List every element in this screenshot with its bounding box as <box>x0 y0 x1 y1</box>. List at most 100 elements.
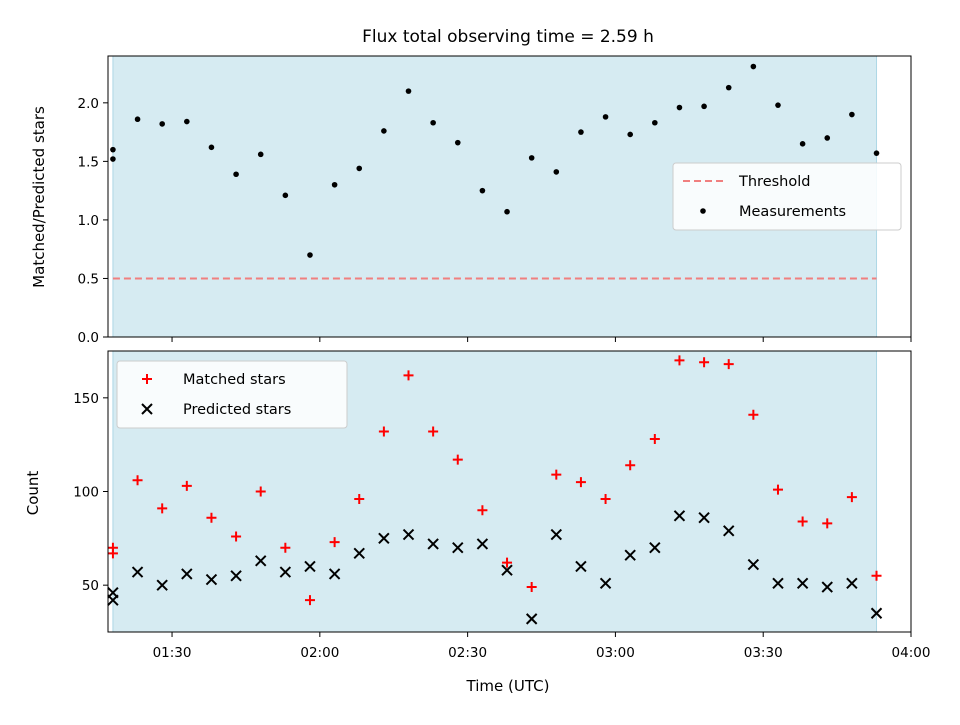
matched-stars-point <box>551 469 562 480</box>
measurement-point <box>134 116 141 123</box>
matched-stars-point <box>428 426 439 437</box>
x-axis-label: Time (UTC) <box>466 677 550 695</box>
measurement-point <box>454 139 461 146</box>
predicted-stars-point <box>723 525 735 537</box>
measurement-point <box>775 102 781 108</box>
legend-box <box>116 360 348 429</box>
measurement-point <box>110 156 116 162</box>
legend-measurement-swatch <box>700 208 706 214</box>
measurement-point <box>528 155 535 161</box>
top-panel: 0.0 0.5 1.0 1.5 2.0 Threshold Measurements <box>78 55 912 346</box>
matched-stars-point <box>157 503 168 514</box>
matched-stars-point <box>107 548 118 559</box>
measurement-point <box>701 103 707 110</box>
predicted-stars-point <box>649 541 661 554</box>
matched-stars-point <box>502 557 513 568</box>
predicted-stars-point <box>525 613 538 625</box>
predicted-stars-point <box>205 573 218 586</box>
measurement-point <box>282 192 289 199</box>
bottom-y-tick-label: 150 <box>73 391 99 407</box>
measurement-point <box>578 129 584 135</box>
predicted-stars-point <box>673 510 686 522</box>
measurement-point <box>257 151 264 158</box>
x-tick-label: 01:30 <box>153 645 192 661</box>
measurement-point <box>208 144 215 151</box>
predicted-stars-point <box>378 532 390 545</box>
predicted-stars-point <box>107 594 119 606</box>
matched-stars-point <box>452 454 463 465</box>
top-legend: Threshold Measurements <box>672 162 902 231</box>
matched-stars-point <box>477 505 488 516</box>
matched-stars-point <box>181 480 192 491</box>
predicted-stars-point <box>230 570 242 582</box>
measurement-point <box>331 181 338 188</box>
bottom-legend: Matched stars Predicted stars <box>116 360 348 429</box>
predicted-stars-point <box>821 581 833 593</box>
x-tick-label: 02:00 <box>300 645 339 661</box>
predicted-stars-point <box>698 512 710 524</box>
matched-stars-point <box>649 434 660 445</box>
measurement-point <box>750 63 757 70</box>
x-tick-label: 03:00 <box>596 645 635 661</box>
matched-stars-point <box>699 357 710 368</box>
predicted-stars-point <box>624 549 636 561</box>
matched-stars-point <box>354 493 365 504</box>
x-tick-label: 03:30 <box>744 645 783 661</box>
measurement-point <box>652 119 658 126</box>
matched-stars-point <box>378 426 389 437</box>
measurement-point <box>849 111 855 118</box>
top-y-tick-label: 2.0 <box>78 96 99 112</box>
matched-stars-point <box>255 486 266 497</box>
predicted-stars-point <box>402 528 415 541</box>
matched-stars-point <box>871 570 882 581</box>
matched-stars-point <box>280 542 291 553</box>
measurement-point <box>307 252 313 258</box>
bottom-panel: 50 100 150 01:30 02:00 02:30 03:00 03:30 04:00 Ma… <box>73 350 931 661</box>
measurement-point <box>725 84 732 91</box>
measurement-point <box>405 88 412 94</box>
bottom-y-axis-label: Count <box>24 471 42 516</box>
measurement-point <box>799 141 806 147</box>
measurement-point <box>233 171 239 178</box>
measurement-point <box>553 169 560 175</box>
matched-stars-point <box>772 484 783 495</box>
legend-box <box>672 162 902 231</box>
matched-stars-point <box>797 516 808 527</box>
bottom-axes-frame <box>107 350 912 633</box>
matched-stars-point <box>132 475 143 486</box>
predicted-stars-point <box>476 538 489 550</box>
measurement-point <box>676 104 683 111</box>
measurement-point <box>430 119 436 126</box>
predicted-stars-point <box>575 560 587 573</box>
predicted-stars-point <box>279 566 292 578</box>
matched-stars-point <box>846 492 857 503</box>
measurement-point <box>627 131 633 138</box>
predicted-stars-point <box>772 577 784 590</box>
predicted-stars-point <box>452 541 464 554</box>
matched-stars-point <box>304 595 315 606</box>
measurement-point <box>873 150 880 156</box>
predicted-stars-point <box>747 558 760 571</box>
legend-label: Measurements <box>739 204 846 220</box>
matched-stars-point <box>625 460 636 471</box>
matched-stars-point <box>526 582 537 593</box>
measurement-point <box>602 114 609 120</box>
predicted-stars-point <box>599 577 612 590</box>
matched-stars-point <box>600 493 611 504</box>
matched-stars-point <box>403 370 414 381</box>
predicted-stars-point <box>796 577 809 590</box>
top-y-tick-label: 0.0 <box>78 330 99 346</box>
predicted-stars-point <box>304 560 316 573</box>
legend-label: Predicted stars <box>183 402 291 418</box>
predicted-stars-point <box>328 568 341 580</box>
measurement-point <box>381 128 387 134</box>
predicted-stars-point <box>353 547 365 560</box>
top-y-axis-label: Matched/Predicted stars <box>30 106 48 288</box>
x-tick-label: 02:30 <box>448 645 487 661</box>
matched-stars-point <box>575 477 586 488</box>
matched-stars-point <box>674 355 685 366</box>
predicted-stars-point <box>255 555 267 567</box>
matched-stars-point <box>723 359 734 370</box>
matched-stars-point <box>231 531 242 542</box>
x-tick-label: 04:00 <box>892 645 931 661</box>
